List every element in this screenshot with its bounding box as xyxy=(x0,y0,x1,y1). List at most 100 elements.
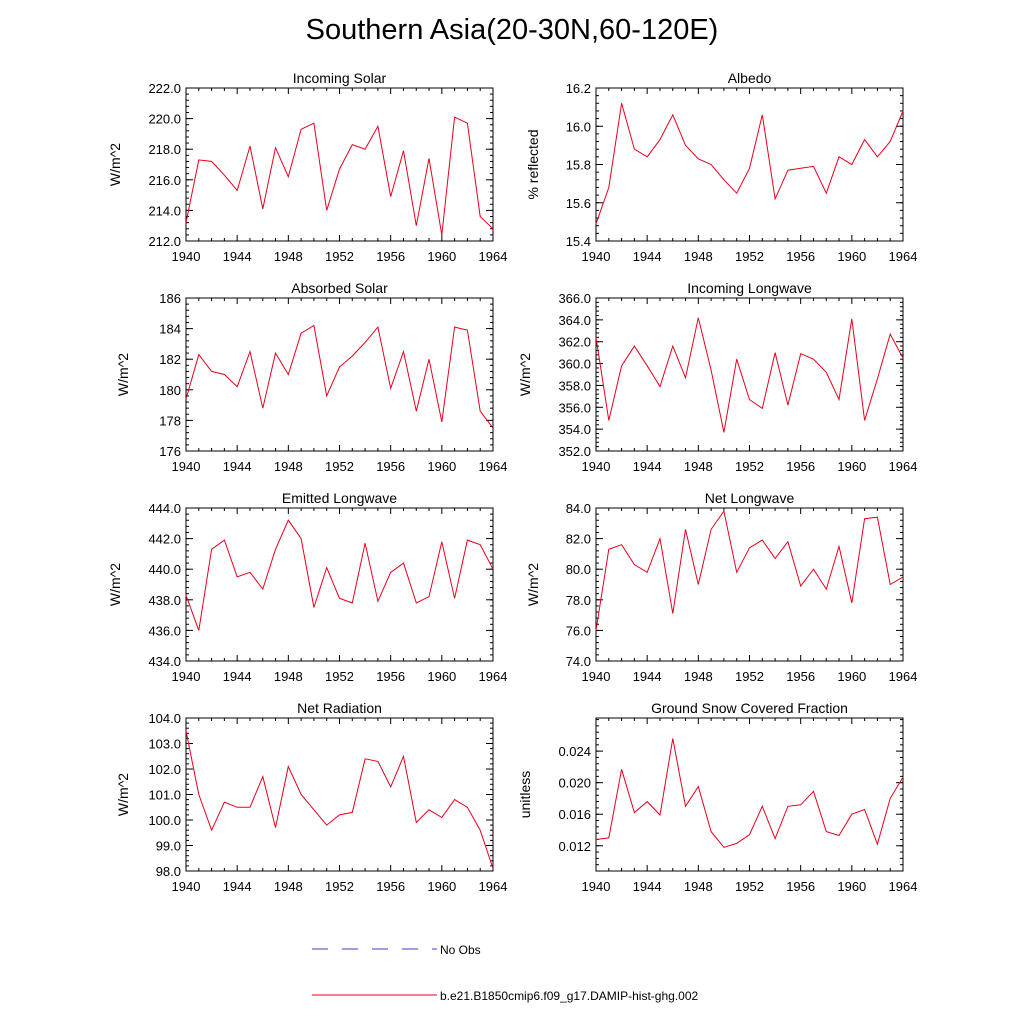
x-tick-label: 1960 xyxy=(837,669,866,684)
x-tick-label: 1960 xyxy=(837,879,866,894)
series-line-ground-snow-covered-fraction xyxy=(595,738,904,848)
y-tick-label: 220.0 xyxy=(148,112,181,127)
x-tick-label: 1952 xyxy=(325,459,354,474)
legend-label-no-obs: No Obs xyxy=(440,943,481,957)
y-tick-label: 0.024 xyxy=(558,744,591,759)
x-tick-label: 1960 xyxy=(427,669,456,684)
y-tick-label: 16.2 xyxy=(566,81,591,96)
y-axis-label-emitted-longwave: W/m^2 xyxy=(107,563,123,606)
y-tick-label: 440.0 xyxy=(148,562,181,577)
x-tick-label: 1964 xyxy=(479,669,508,684)
y-tick-label: 15.4 xyxy=(566,234,591,249)
legend-sample-no-obs xyxy=(312,948,437,950)
panel-frame-emitted-longwave xyxy=(185,507,494,662)
y-tick-label: 444.0 xyxy=(148,501,181,516)
y-tick-label: 103.0 xyxy=(148,737,181,752)
y-tick-label: 438.0 xyxy=(148,593,181,608)
legend-sample-model xyxy=(312,994,437,996)
y-tick-label: 356.0 xyxy=(558,400,591,415)
x-tick-label: 1964 xyxy=(479,459,508,474)
y-axis-label-ground-snow-covered-fraction: unitless xyxy=(517,771,533,818)
panel-frame-albedo xyxy=(595,87,904,242)
x-tick-label: 1948 xyxy=(684,879,713,894)
y-tick-label: 0.016 xyxy=(558,807,591,822)
series-line-emitted-longwave xyxy=(185,519,494,631)
x-tick-label: 1964 xyxy=(889,249,918,264)
y-tick-label: 358.0 xyxy=(558,378,591,393)
x-tick-label: 1952 xyxy=(325,879,354,894)
x-tick-label: 1940 xyxy=(172,249,201,264)
y-tick-label: 216.0 xyxy=(148,173,181,188)
x-tick-label: 1952 xyxy=(325,669,354,684)
y-tick-label: 178 xyxy=(159,413,181,428)
series-line-absorbed-solar xyxy=(185,324,494,429)
panel-frame-net-longwave xyxy=(595,507,904,662)
y-tick-label: 99.0 xyxy=(156,839,181,854)
x-tick-label: 1940 xyxy=(582,249,611,264)
x-tick-label: 1964 xyxy=(479,879,508,894)
y-tick-label: 84.0 xyxy=(566,501,591,516)
y-tick-label: 0.020 xyxy=(558,776,591,791)
x-tick-label: 1960 xyxy=(837,459,866,474)
y-tick-label: 184 xyxy=(159,322,181,337)
x-tick-label: 1956 xyxy=(376,249,405,264)
y-tick-label: 0.012 xyxy=(558,839,591,854)
x-tick-label: 1956 xyxy=(786,669,815,684)
y-tick-label: 16.0 xyxy=(566,119,591,134)
x-tick-label: 1960 xyxy=(427,459,456,474)
x-tick-label: 1964 xyxy=(889,669,918,684)
x-tick-label: 1948 xyxy=(274,459,303,474)
x-tick-label: 1960 xyxy=(427,249,456,264)
y-axis-label-net-radiation: W/m^2 xyxy=(115,773,131,816)
y-tick-label: 102.0 xyxy=(148,762,181,777)
x-tick-label: 1948 xyxy=(274,249,303,264)
y-axis-label-albedo: % reflected xyxy=(525,129,541,199)
y-tick-label: 101.0 xyxy=(148,788,181,803)
y-tick-label: 74.0 xyxy=(566,654,591,669)
panel-frame-ground-snow-covered-fraction xyxy=(595,717,904,872)
y-tick-label: 98.0 xyxy=(156,864,181,879)
y-axis-label-net-longwave: W/m^2 xyxy=(525,563,541,606)
x-tick-label: 1956 xyxy=(376,879,405,894)
y-tick-label: 15.6 xyxy=(566,196,591,211)
y-tick-label: 218.0 xyxy=(148,142,181,157)
panel-frame-incoming-longwave xyxy=(595,297,904,452)
x-tick-label: 1944 xyxy=(633,459,662,474)
x-tick-label: 1948 xyxy=(684,459,713,474)
y-tick-label: 212.0 xyxy=(148,234,181,249)
x-tick-label: 1944 xyxy=(223,249,252,264)
panel-frame-net-radiation xyxy=(185,717,494,872)
y-tick-label: 186 xyxy=(159,291,181,306)
x-tick-label: 1948 xyxy=(274,879,303,894)
x-tick-label: 1940 xyxy=(172,669,201,684)
x-tick-label: 1944 xyxy=(633,249,662,264)
x-tick-label: 1940 xyxy=(582,669,611,684)
y-tick-label: 82.0 xyxy=(566,532,591,547)
x-tick-label: 1956 xyxy=(786,249,815,264)
panel-title-ground-snow-covered-fraction: Ground Snow Covered Fraction xyxy=(651,700,848,716)
y-tick-label: 100.0 xyxy=(148,813,181,828)
x-tick-label: 1940 xyxy=(582,459,611,474)
y-tick-label: 182 xyxy=(159,352,181,367)
x-tick-label: 1944 xyxy=(633,879,662,894)
x-tick-label: 1944 xyxy=(633,669,662,684)
x-tick-label: 1944 xyxy=(223,459,252,474)
y-tick-label: 176 xyxy=(159,444,181,459)
y-tick-label: 180 xyxy=(159,383,181,398)
y-tick-label: 214.0 xyxy=(148,203,181,218)
y-tick-label: 80.0 xyxy=(566,562,591,577)
legend-label-model: b.e21.B1850cmip6.f09_g17.DAMIP-hist-ghg.… xyxy=(440,989,699,1003)
x-tick-label: 1952 xyxy=(735,669,764,684)
panel-title-incoming-solar: Incoming Solar xyxy=(293,70,387,86)
series-line-incoming-longwave xyxy=(595,317,904,433)
series-line-incoming-solar xyxy=(185,116,494,235)
x-tick-label: 1940 xyxy=(172,879,201,894)
x-tick-label: 1952 xyxy=(735,879,764,894)
x-tick-label: 1956 xyxy=(376,669,405,684)
x-tick-label: 1948 xyxy=(274,669,303,684)
x-tick-label: 1940 xyxy=(582,879,611,894)
panel-title-emitted-longwave: Emitted Longwave xyxy=(282,490,397,506)
y-tick-label: 434.0 xyxy=(148,654,181,669)
series-line-albedo xyxy=(595,103,904,224)
y-tick-label: 104.0 xyxy=(148,711,181,726)
